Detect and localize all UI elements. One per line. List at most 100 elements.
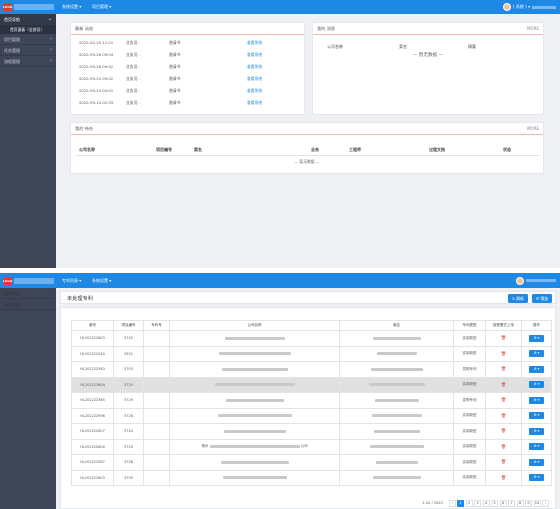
table-row[interactable]: HL202222587 3728 实用新型 🗑 ⚙ ▾ <box>71 454 552 471</box>
username-redacted <box>526 279 556 282</box>
page-button[interactable]: 9 <box>525 499 532 507</box>
delete-icon[interactable]: 🗑 <box>500 412 507 418</box>
operation-dropdown-button[interactable]: ⚙ ▾ <box>529 412 544 420</box>
dynamic-role: 业务员: <box>126 52 139 57</box>
operation-dropdown-button[interactable]: ⚙ ▾ <box>529 458 544 466</box>
operation-dropdown-button[interactable]: ⚙ ▾ <box>529 474 544 482</box>
delete-icon[interactable]: 🗑 <box>500 443 507 449</box>
patent-number <box>143 423 170 440</box>
page-button[interactable]: 4 <box>482 499 490 507</box>
column-header: 案名 <box>194 147 202 152</box>
dynamic-link[interactable]: 查看系统 <box>247 64 263 69</box>
delete-icon[interactable]: 🗑 <box>500 474 507 480</box>
user-menu[interactable] <box>516 276 556 286</box>
project-number: 3720 <box>113 438 144 455</box>
sidebar-subitem-dashboard[interactable]: 首页面板（全部员） <box>0 25 56 34</box>
case-name-redacted <box>374 398 419 402</box>
table-row[interactable]: HL202222040 3551 实用新型 🗑 ⚙ ▾ <box>71 345 552 362</box>
company-name <box>169 423 340 440</box>
column-header[interactable]: 案名 <box>339 320 454 331</box>
page-button[interactable]: 6 <box>499 499 507 507</box>
sidebar-item-granted-patents[interactable]: 授权专利 › <box>0 299 56 310</box>
logo-text-redacted <box>14 277 54 284</box>
page-button[interactable]: 5 <box>491 499 498 507</box>
dynamic-link[interactable]: 查看系统 <box>247 40 263 45</box>
delete-icon[interactable]: 🗑 <box>500 350 507 356</box>
delete-icon[interactable]: 🗑 <box>500 366 507 372</box>
menu-patent-list[interactable]: 专利列表 ▾ <box>62 278 82 283</box>
operation-dropdown-button[interactable]: ⚙ ▾ <box>529 350 544 358</box>
operation-cell: ⚙ ▾ <box>521 454 552 471</box>
operation-dropdown-button[interactable]: ⚙ ▾ <box>529 396 544 404</box>
dynamic-link[interactable]: 查看系统 <box>247 100 263 105</box>
prev-page-button[interactable]: ‹ <box>448 499 456 507</box>
table-row[interactable]: HL202222600 3720 常州 公司 实用新型 🗑 ⚙ ▾ <box>71 438 552 455</box>
project-number: 3742 <box>113 330 144 347</box>
operation-dropdown-button[interactable]: ⚙ ▾ <box>529 334 544 342</box>
page-button[interactable]: 10 <box>533 499 541 507</box>
user-label: ( 系统 ) ▾ <box>513 4 530 9</box>
dynamic-link[interactable]: 查看系统 <box>247 52 263 57</box>
menu-system-settings[interactable]: 系统设置 ▾ <box>92 278 112 283</box>
patent-type: 实用新型 <box>453 423 486 440</box>
operation-dropdown-button[interactable]: ⚙ ▾ <box>529 443 544 451</box>
column-header[interactable]: 专利类型 <box>453 320 486 331</box>
page-button[interactable]: 1 <box>457 499 464 507</box>
dynamic-time: 2022-09-24 05:02 <box>79 76 114 81</box>
table-row[interactable]: HL202222604 3725 实用新型 🗑 ⚙ ▾ <box>71 376 552 393</box>
dynamic-link[interactable]: 查看系统 <box>247 88 263 93</box>
case-number: HL202222604 <box>71 376 114 393</box>
page-header: 未处理专利 ↻ 刷新 ☰ 筛选 <box>60 291 556 304</box>
tasks-more-link[interactable]: MORE <box>527 126 539 131</box>
upload-cell: 🗑 <box>485 361 522 378</box>
patent-number <box>143 376 170 393</box>
table-header-row: 案号 项目编号 专利号 公司名称 案名 专利类型 接受要式上传 操作 <box>71 320 552 331</box>
sidebar-item-tasks[interactable]: 任务管理 › <box>0 45 56 56</box>
delete-icon[interactable]: 🗑 <box>500 397 507 403</box>
operation-dropdown-button[interactable]: ⚙ ▾ <box>529 365 544 373</box>
column-header[interactable]: 公司名称 <box>169 320 340 331</box>
next-page-button[interactable]: › <box>542 499 549 507</box>
table-row[interactable]: HL202222363 3703 发明专利 🗑 ⚙ ▾ <box>71 361 552 378</box>
company-name <box>169 330 340 347</box>
sidebar-item-manage-patents[interactable]: 管理专利 › <box>0 288 56 299</box>
case-name-redacted <box>375 460 418 464</box>
empty-state: — 暂无数据 — <box>412 53 444 58</box>
column-header[interactable]: 专利号 <box>143 320 170 331</box>
page-button[interactable]: 7 <box>508 499 515 507</box>
table-row[interactable]: HL202222996 3728 实用新型 🗑 ⚙ ▾ <box>71 407 552 424</box>
column-header[interactable]: 项目编号 <box>113 320 144 331</box>
logo-text-redacted <box>14 4 54 10</box>
page-button[interactable]: 3 <box>474 499 481 507</box>
table-row[interactable]: HL202222607 3744 实用新型 🗑 ⚙ ▾ <box>71 423 552 440</box>
sidebar-item-workflow[interactable]: 流程管理 › <box>0 56 56 67</box>
menu-system-settings[interactable]: 系统设置 ▾ <box>62 4 82 9</box>
column-header[interactable]: 接受要式上传 <box>485 320 522 331</box>
page-title: 未处理专利 <box>67 296 93 302</box>
dynamic-type: 邀请书 <box>169 76 181 81</box>
sidebar-item-projects[interactable]: 项目管理 › <box>0 34 56 45</box>
table-row[interactable]: HL202222365 3729 发明专利 🗑 ⚙ ▾ <box>71 392 552 409</box>
column-header: 公司名称 <box>79 147 95 152</box>
delete-icon[interactable]: 🗑 <box>500 381 507 387</box>
table-row[interactable]: HL202222603 3705 实用新型 🗑 ⚙ ▾ <box>71 469 552 486</box>
dynamics-title: 最新 动态 <box>71 23 304 35</box>
column-header[interactable]: 案号 <box>71 320 114 331</box>
user-menu[interactable]: ( 系统 ) ▾ <box>503 2 556 12</box>
operation-dropdown-button[interactable]: ⚙ ▾ <box>529 427 544 435</box>
messages-more-link[interactable]: MORE <box>527 26 539 31</box>
page-button[interactable]: 8 <box>516 499 524 507</box>
dynamic-link[interactable]: 查看系统 <box>247 76 263 81</box>
refresh-button[interactable]: ↻ 刷新 <box>508 294 528 303</box>
delete-icon[interactable]: 🗑 <box>500 459 507 465</box>
case-number: HL202222587 <box>71 454 114 471</box>
delete-icon[interactable]: 🗑 <box>500 428 507 434</box>
delete-icon[interactable]: 🗑 <box>500 335 507 341</box>
menu-project-management[interactable]: 项目管理 ▾ <box>92 4 112 9</box>
sidebar-item-home[interactable]: 首页导航 ⌄ <box>0 14 56 25</box>
messages-title: 我的 消息 <box>317 26 336 31</box>
page-button[interactable]: 2 <box>465 499 473 507</box>
operation-dropdown-button[interactable]: ⚙ ▾ <box>529 381 544 389</box>
filter-button[interactable]: ☰ 筛选 <box>532 294 552 303</box>
table-row[interactable]: HL202222603 3742 实用新型 🗑 ⚙ ▾ <box>71 330 552 347</box>
